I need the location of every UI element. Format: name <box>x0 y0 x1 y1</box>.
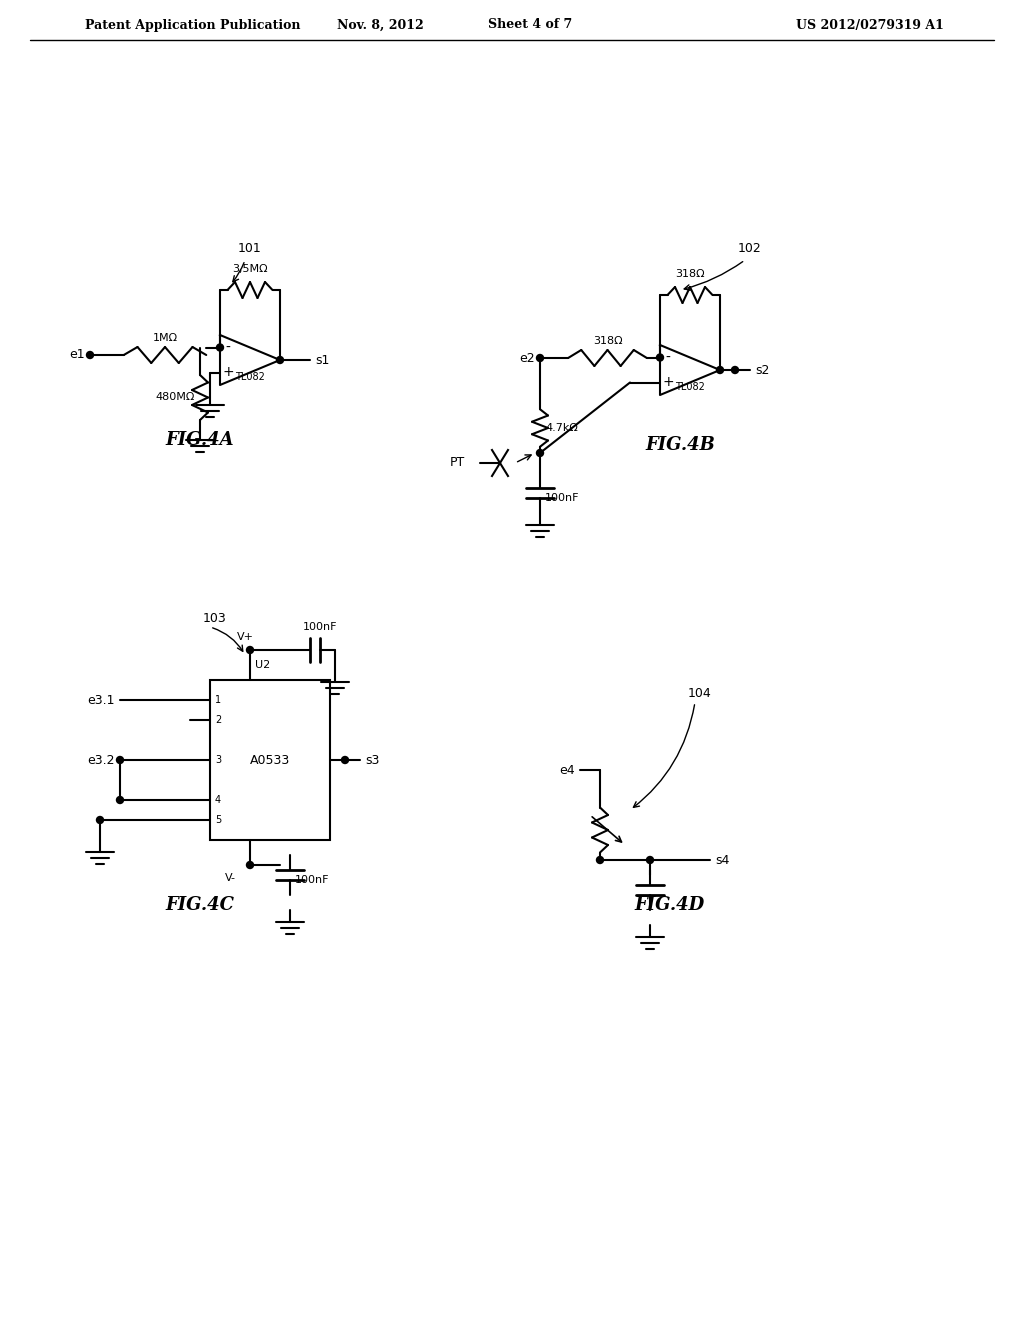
Text: V-: V- <box>224 873 236 883</box>
Text: e2: e2 <box>519 351 535 364</box>
Circle shape <box>276 356 284 363</box>
Text: s2: s2 <box>755 363 769 376</box>
Text: s4: s4 <box>715 854 729 866</box>
Text: 100nF: 100nF <box>303 622 337 632</box>
Text: TL082: TL082 <box>675 381 705 392</box>
Text: e3.2: e3.2 <box>87 754 115 767</box>
Text: U2: U2 <box>255 660 270 671</box>
Circle shape <box>731 367 738 374</box>
Text: 103: 103 <box>203 612 227 624</box>
Text: 4: 4 <box>215 795 221 805</box>
Text: TL082: TL082 <box>236 372 265 381</box>
Circle shape <box>247 647 254 653</box>
Text: s3: s3 <box>365 754 379 767</box>
Text: 480MΩ: 480MΩ <box>156 392 195 403</box>
Text: e1: e1 <box>70 348 85 362</box>
Text: s1: s1 <box>315 354 330 367</box>
Text: 318Ω: 318Ω <box>593 337 623 346</box>
Text: +: + <box>663 375 674 389</box>
Circle shape <box>537 450 544 457</box>
Bar <box>210 680 330 840</box>
Circle shape <box>597 857 603 863</box>
Text: 3,5MΩ: 3,5MΩ <box>232 264 268 275</box>
Text: +: + <box>222 366 233 380</box>
Text: 102: 102 <box>738 242 762 255</box>
Text: 100nF: 100nF <box>545 492 580 503</box>
Text: FIG.4C: FIG.4C <box>166 896 234 913</box>
Text: FIG.4D: FIG.4D <box>635 896 706 913</box>
Text: 3: 3 <box>215 755 221 766</box>
Circle shape <box>96 817 103 824</box>
Text: FIG.4A: FIG.4A <box>166 432 234 449</box>
Text: -: - <box>666 351 671 364</box>
Circle shape <box>341 756 348 763</box>
Text: 1MΩ: 1MΩ <box>153 333 177 343</box>
Text: A0533: A0533 <box>250 754 290 767</box>
Circle shape <box>86 351 93 359</box>
Text: Nov. 8, 2012: Nov. 8, 2012 <box>337 18 423 32</box>
Text: 5: 5 <box>215 814 221 825</box>
Circle shape <box>216 345 223 351</box>
Circle shape <box>646 857 653 863</box>
Circle shape <box>117 796 124 804</box>
Text: FIG.4B: FIG.4B <box>645 436 715 454</box>
Text: 104: 104 <box>688 686 712 700</box>
Circle shape <box>717 367 724 374</box>
Text: e3.1: e3.1 <box>87 693 115 706</box>
Text: 100nF: 100nF <box>295 875 330 884</box>
Circle shape <box>537 355 544 362</box>
Text: US 2012/0279319 A1: US 2012/0279319 A1 <box>796 18 944 32</box>
Text: 318Ω: 318Ω <box>675 269 705 279</box>
Text: V+: V+ <box>237 632 254 642</box>
Text: 1: 1 <box>215 696 221 705</box>
Text: Patent Application Publication: Patent Application Publication <box>85 18 300 32</box>
Circle shape <box>117 756 124 763</box>
Text: Sheet 4 of 7: Sheet 4 of 7 <box>487 18 572 32</box>
Text: 2: 2 <box>215 715 221 725</box>
Text: e4: e4 <box>559 763 575 776</box>
Text: PT: PT <box>450 457 465 470</box>
Circle shape <box>247 862 254 869</box>
Text: 4.7kΩ: 4.7kΩ <box>545 422 578 433</box>
Text: 101: 101 <box>239 242 262 255</box>
Text: -: - <box>225 341 230 355</box>
Circle shape <box>656 354 664 360</box>
